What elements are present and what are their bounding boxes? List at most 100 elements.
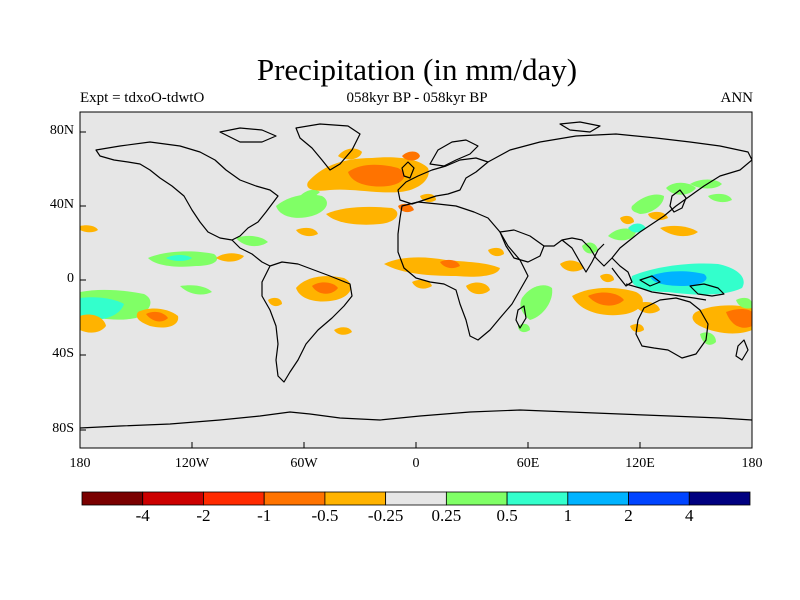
anomaly-se-indian-core: [588, 292, 624, 306]
anomaly-caribbean-wet: [236, 235, 268, 247]
anomaly-south-atlantic: [334, 327, 352, 335]
coast-europe: [397, 157, 489, 205]
colorbar-box-6: [445, 491, 508, 506]
anomaly-pacific-wet-west: [180, 285, 212, 295]
axis-ticks: [79, 131, 753, 448]
lat-label-40n: 40N: [49, 197, 74, 212]
anomaly-east-africa-wet: [520, 285, 553, 320]
colorbar-box-3: [263, 491, 326, 506]
coast-south-america: [261, 261, 353, 383]
coast-new-zealand: [735, 339, 749, 361]
anomaly-australia-north: [634, 302, 660, 314]
anomaly-north-pacific: [660, 225, 698, 237]
colorbar-box-0: [81, 491, 144, 506]
anomaly-nordic: [402, 151, 420, 161]
colorbar-box-4: [324, 491, 387, 506]
anomaly-west-south-america: [268, 297, 282, 307]
coast-scandinavia: [429, 139, 479, 167]
coast-new-guinea: [689, 283, 725, 297]
coastlines: [80, 121, 752, 429]
anomaly-arabia: [488, 247, 504, 257]
anomaly-south-pacific-wet: [700, 332, 716, 345]
lat-label-0: 0: [67, 271, 74, 286]
anomaly-bay-bengal: [560, 260, 584, 272]
colorbar: [81, 491, 751, 506]
anomaly-fields: [80, 148, 752, 345]
anomaly-philippines-wet: [608, 228, 636, 241]
colorbar-label: 0.25: [431, 506, 462, 525]
lon-label-180e: 180: [741, 456, 763, 471]
colorbar-label: 1: [563, 506, 573, 525]
anomaly-congo: [466, 282, 490, 295]
anomaly-amazon-core: [312, 282, 338, 294]
colorbar-label: -2: [196, 506, 211, 525]
period-label: 058kyr BP - 058kyr BP: [346, 90, 488, 106]
lon-label-60w: 60W: [290, 456, 318, 471]
coast-asia: [487, 133, 752, 267]
coast-north-america: [95, 141, 279, 241]
coast-antarctica: [80, 409, 752, 429]
colorbar-box-1: [142, 491, 204, 506]
anomaly-high-lat-pacific: [690, 179, 722, 189]
anomaly-central-pacific-dry: [80, 314, 106, 333]
anomaly-japan: [666, 182, 696, 195]
season-label: ANN: [720, 90, 754, 106]
colorbar-box-2: [203, 491, 265, 506]
anomaly-east-pacific-core: [166, 255, 192, 261]
coast-japan: [669, 189, 687, 213]
colorbar-label: 2: [624, 506, 633, 525]
anomaly-okhotsk: [708, 193, 732, 203]
anomaly-nw-atlantic-2: [300, 189, 320, 199]
anomaly-atlantic-equator: [412, 279, 432, 289]
coast-india: [561, 239, 605, 273]
anomaly-maritime-core: [650, 271, 707, 286]
lat-label-40s: 40S: [52, 346, 74, 361]
anomaly-coral-sea-core: [726, 309, 752, 328]
coast-central-america: [231, 239, 271, 267]
anomaly-hawaii: [80, 225, 98, 233]
colorbar-label: -0.25: [367, 506, 404, 525]
anomaly-sahel: [384, 257, 500, 277]
anomaly-east-china-sea: [631, 194, 664, 214]
colorbar-box-7: [506, 491, 569, 506]
coast-greenland: [295, 123, 361, 171]
colorbar-box-8: [567, 491, 629, 506]
lat-label-80s: 80S: [52, 421, 74, 436]
coast-arabia: [499, 229, 545, 263]
anomaly-greenland-sea: [338, 148, 362, 160]
anomaly-mid-atlantic: [326, 206, 398, 225]
anomaly-caribbean: [216, 253, 244, 262]
lon-label-180w: 180: [69, 456, 91, 471]
lon-label-120w: 120W: [174, 456, 210, 471]
lon-label-60e: 60E: [516, 456, 540, 471]
coast-australia: [635, 297, 709, 359]
anomaly-spcz-core: [146, 311, 168, 322]
anomaly-north-atlantic-core: [348, 164, 405, 187]
coast-indochina: [611, 257, 633, 287]
colorbar-label: 4: [685, 506, 694, 525]
experiment-label: Expt = tdxoO-tdwtO: [80, 90, 205, 106]
anomaly-sahel-core: [440, 259, 460, 269]
colorbar-box-5: [385, 491, 447, 506]
coast-uk: [401, 161, 415, 179]
map-title: Precipitation (in mm/day): [256, 52, 578, 87]
colorbar-label: -0.5: [311, 506, 339, 525]
anomaly-tasman: [736, 297, 752, 309]
colorbar-box-9: [628, 491, 690, 506]
lon-label-0: 0: [412, 456, 420, 471]
anomaly-central-pacific-core: [80, 297, 124, 320]
anomaly-nw-atlantic: [276, 194, 327, 218]
coast-arctic-islands: [219, 121, 601, 143]
anomaly-kuroshio: [648, 211, 668, 221]
coast-madagascar: [515, 305, 527, 329]
colorbar-box-10: [688, 491, 751, 506]
colorbar-label: -4: [135, 506, 150, 525]
anomaly-tropical-atlantic-north: [296, 227, 318, 237]
anomaly-sri-lanka: [600, 273, 614, 283]
anomaly-south-china-sea: [628, 223, 646, 233]
lon-label-120e: 120E: [625, 456, 655, 471]
coast-indonesia: [625, 275, 707, 301]
coast-africa: [397, 201, 529, 341]
colorbar-label: 0.5: [496, 506, 518, 525]
